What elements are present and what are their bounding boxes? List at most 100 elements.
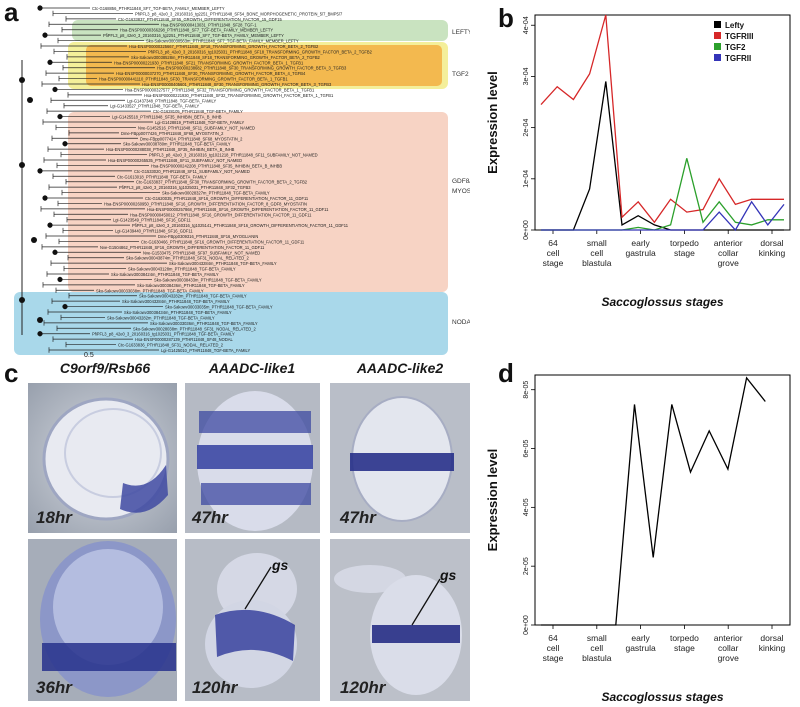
expression-chart-d: 0e+00 2e-05 4e-05 6e-05 8e-05 Expression leve…	[485, 374, 791, 704]
tree-leaf-label: Sko-Sakowv30043128m_PTHR11848_TGF-BETA_F…	[128, 267, 236, 272]
embryo-photo-c9orf9-36hr	[28, 539, 177, 701]
tree-leaf-label: Sko-Sakowv30043282m_PTHR11848_TGF-BETA_F…	[107, 315, 215, 320]
y-tick-label: 8e-05	[523, 381, 530, 399]
tree-leaf-label: Sko-Sakowv30043874m_PTHR11848_SF31_NODAL…	[126, 256, 249, 261]
tree-leaf-label: Dme-FBpp0309316_PTHR11848_SF16_MYOGLIANI…	[158, 234, 258, 239]
tree-node	[47, 59, 53, 65]
tree-leaf-label: Sko-Sakowv30033038m_PTHR11848_TGF-BETA_F…	[96, 288, 204, 293]
tree-leaf-label: PfiPFL3_p8_42e0_3_20160316_tg2251_PTHR11…	[135, 11, 343, 16]
legend-swatch	[714, 32, 721, 39]
clade-label-0: LEFTY	[452, 29, 470, 36]
x-tick-label: stage	[543, 258, 564, 268]
y-tick-label: 2e-05	[523, 557, 530, 575]
legend-swatch	[714, 54, 721, 61]
tree-leaf-label: Sko-Sakowv30038424m_PTHR11848_TGF-BETA_F…	[111, 272, 219, 277]
x-tick-label: dorsal	[760, 238, 783, 248]
panel-label-d: d	[498, 358, 514, 388]
tree-node	[62, 303, 68, 310]
tree-leaf-label: Hsa-ENSP00000242208_PTHR11848_SF35_INHIB…	[151, 163, 282, 168]
tree-leaf-label: Sko-Sakowv30038436m_PTHR11848_TGF-BETA_F…	[137, 283, 245, 288]
tree-leaf-label: Lgi-G1439440_PTHR11848_SF16_GDF11	[115, 229, 193, 234]
x-tick-label: anterior	[714, 238, 743, 248]
x-tick-label: stage	[674, 643, 695, 653]
y-tick-label: 4e-05	[523, 498, 530, 516]
x-axis-label: Saccoglossus stages	[601, 690, 723, 704]
clade-label-2: GDF8/11	[452, 178, 470, 185]
tree-node	[37, 5, 43, 11]
clade-box-2	[68, 112, 448, 292]
time-label-47hr-2: 47hr	[340, 508, 376, 527]
tree-leaf-label: Lgi-G1428819_PTHR11848_TGF-BETA_FAMILY	[155, 120, 244, 125]
tree-leaf-label: Hsa-ENSP00000257868_PTHR11848_SF16_GROWT…	[147, 207, 329, 212]
tree-leaf-label: Sko-Sakowv30038528m_PTHR11848_SF18_TRANS…	[131, 55, 321, 60]
x-tick-label: collar	[718, 248, 738, 258]
gene-title-aaadc-like1: AAADC-like1	[208, 360, 296, 376]
x-tick-label: kinking	[759, 248, 786, 258]
tree-node	[52, 249, 58, 255]
panel-label-b: b	[498, 3, 514, 33]
tree-node	[27, 97, 33, 103]
clade-box-0	[72, 20, 448, 41]
tree-node	[42, 32, 48, 38]
y-tick-label: 4e-04	[523, 16, 530, 34]
tree-node	[57, 113, 63, 120]
time-label-18hr: 18hr	[36, 508, 72, 527]
x-tick-label: cell	[547, 248, 560, 258]
gs-label-1: gs	[272, 557, 289, 573]
x-tick-label: 64	[548, 633, 558, 643]
tree-node	[31, 237, 37, 243]
tree-leaf-label: Hsa-ENSP00000265535_PTHR11848_SF11_SUBFA…	[108, 158, 242, 163]
tree-leaf-label: Hsa-ENSP00000366298_PTHR11848_SF7_TGF-BE…	[120, 28, 273, 33]
clade-label-3: MYOSTATIN	[452, 188, 470, 195]
x-tick-label: collar	[718, 643, 738, 653]
tree-leaf-label: Hsa-ENSP00000325667_PTHR11848_SF18_TRANS…	[129, 44, 319, 49]
gene-title-aaadc-like2: AAADC-like2	[356, 360, 444, 376]
tree-leaf-label: Hsa-ENSP00000327577_PTHR11848_SF32_TRANS…	[125, 87, 315, 92]
tree-leaf-label: Hsa-ENSP00000288038_PTHR11848_SF35_INHIB…	[106, 147, 235, 152]
tree-node	[42, 195, 48, 201]
legend-label: TGF2	[725, 43, 746, 52]
phylogenetic-tree: LEFTY TGF2 GDF8/11 MYOSTATIN NODAL Ctc-G16885…	[14, 5, 470, 359]
x-tick-label: small	[587, 238, 607, 248]
y-tick-label: 2e-04	[523, 119, 530, 137]
time-label-36hr: 36hr	[36, 678, 72, 697]
tree-node	[19, 162, 25, 168]
x-tick-label: cell	[547, 643, 560, 653]
tree-leaf-label: PfiPFL3_p8_42e0_3_20160316_tg1025141_PTH…	[132, 223, 349, 228]
tree-leaf-label: Lgi-G1425010_PTHR11848_TGF-BETA_FAMILY	[161, 348, 250, 353]
tree-node	[57, 276, 63, 283]
tree-leaf-label: Ctc-G1613018_PTHR11848_TGF-BETA_FAMILY	[117, 174, 207, 179]
gene-title-c9orf9: C9orf9/Rsb66	[59, 360, 151, 376]
embryo-photo-c9orf9-18hr	[28, 383, 177, 533]
tree-leaf-label: Sko-Sakowv30033035m_PTHR11848_TGF-BETA_F…	[165, 305, 273, 310]
tree-leaf-label: Nve-G1504862_PTHR11848_SF16_GROWTH_DIFFE…	[100, 245, 265, 250]
clade-inner-box-1	[86, 45, 442, 86]
tree-leaf-label: Lgi-G1425518_PTHR11848_SF35_INHIBIN_BETA…	[112, 115, 222, 120]
tree-leaf-label: PfiPFL3_p8_42e0_3_20160316_tg1021218_PTH…	[149, 153, 318, 158]
y-axis-label: Expression level	[485, 449, 500, 552]
x-tick-label: small	[587, 633, 607, 643]
x-tick-label: grove	[718, 653, 740, 663]
tree-leaf-label: Hsa-ENSP00000037270_PTHR11848_SF30_TRANS…	[116, 71, 306, 76]
tree-node	[37, 317, 43, 323]
y-tick-label: 1e-04	[523, 170, 530, 188]
x-tick-label: stage	[543, 653, 564, 663]
x-tick-label: 64	[548, 238, 558, 248]
x-tick-label: gastrula	[625, 643, 656, 653]
tree-leaf-label: Ctc-G1633837_PTHR11848_SF55_GROWTH_DIFFE…	[118, 17, 283, 22]
tree-node	[37, 331, 43, 337]
tree-leaf-label: Sko-Sakowv30033036m_PTHR11848_TGF-BETA_F…	[150, 321, 258, 326]
tree-leaf-label: Lgi-G1423549_PTHR11848_SF16_GDF11	[113, 218, 191, 223]
tree-leaf-label: Lgi-G1437348_PTHR11848_TGF-BETA_FAMILY	[127, 98, 216, 103]
clade-label-4: NODAL	[452, 319, 470, 326]
tree-leaf-label: Hsa-ENSP00000221930_PTHR11848_SF21_TRANS…	[114, 60, 304, 65]
series-line-0	[541, 376, 766, 626]
x-tick-label: early	[631, 238, 650, 248]
tree-leaf-label: Hsa-ENSP00000260950_PTHR11848_SF16_GROWT…	[104, 201, 307, 206]
y-tick-label: 0e+00	[523, 220, 530, 240]
scale-label: 0.5	[84, 352, 94, 359]
tree-leaf-label: Sko-Sakowv30038433m_PTHR11848_TGF-BETA_F…	[154, 277, 262, 282]
tree-leaf-label: Nve-G1452516_PTHR11848_SF11_SUBFAMILY_NO…	[138, 125, 255, 130]
tree-leaf-label: Ctc-G1633836_PTHR11848_SF31_NODAL_RELATE…	[118, 343, 224, 348]
clade-label-1: TGF2	[452, 71, 469, 78]
